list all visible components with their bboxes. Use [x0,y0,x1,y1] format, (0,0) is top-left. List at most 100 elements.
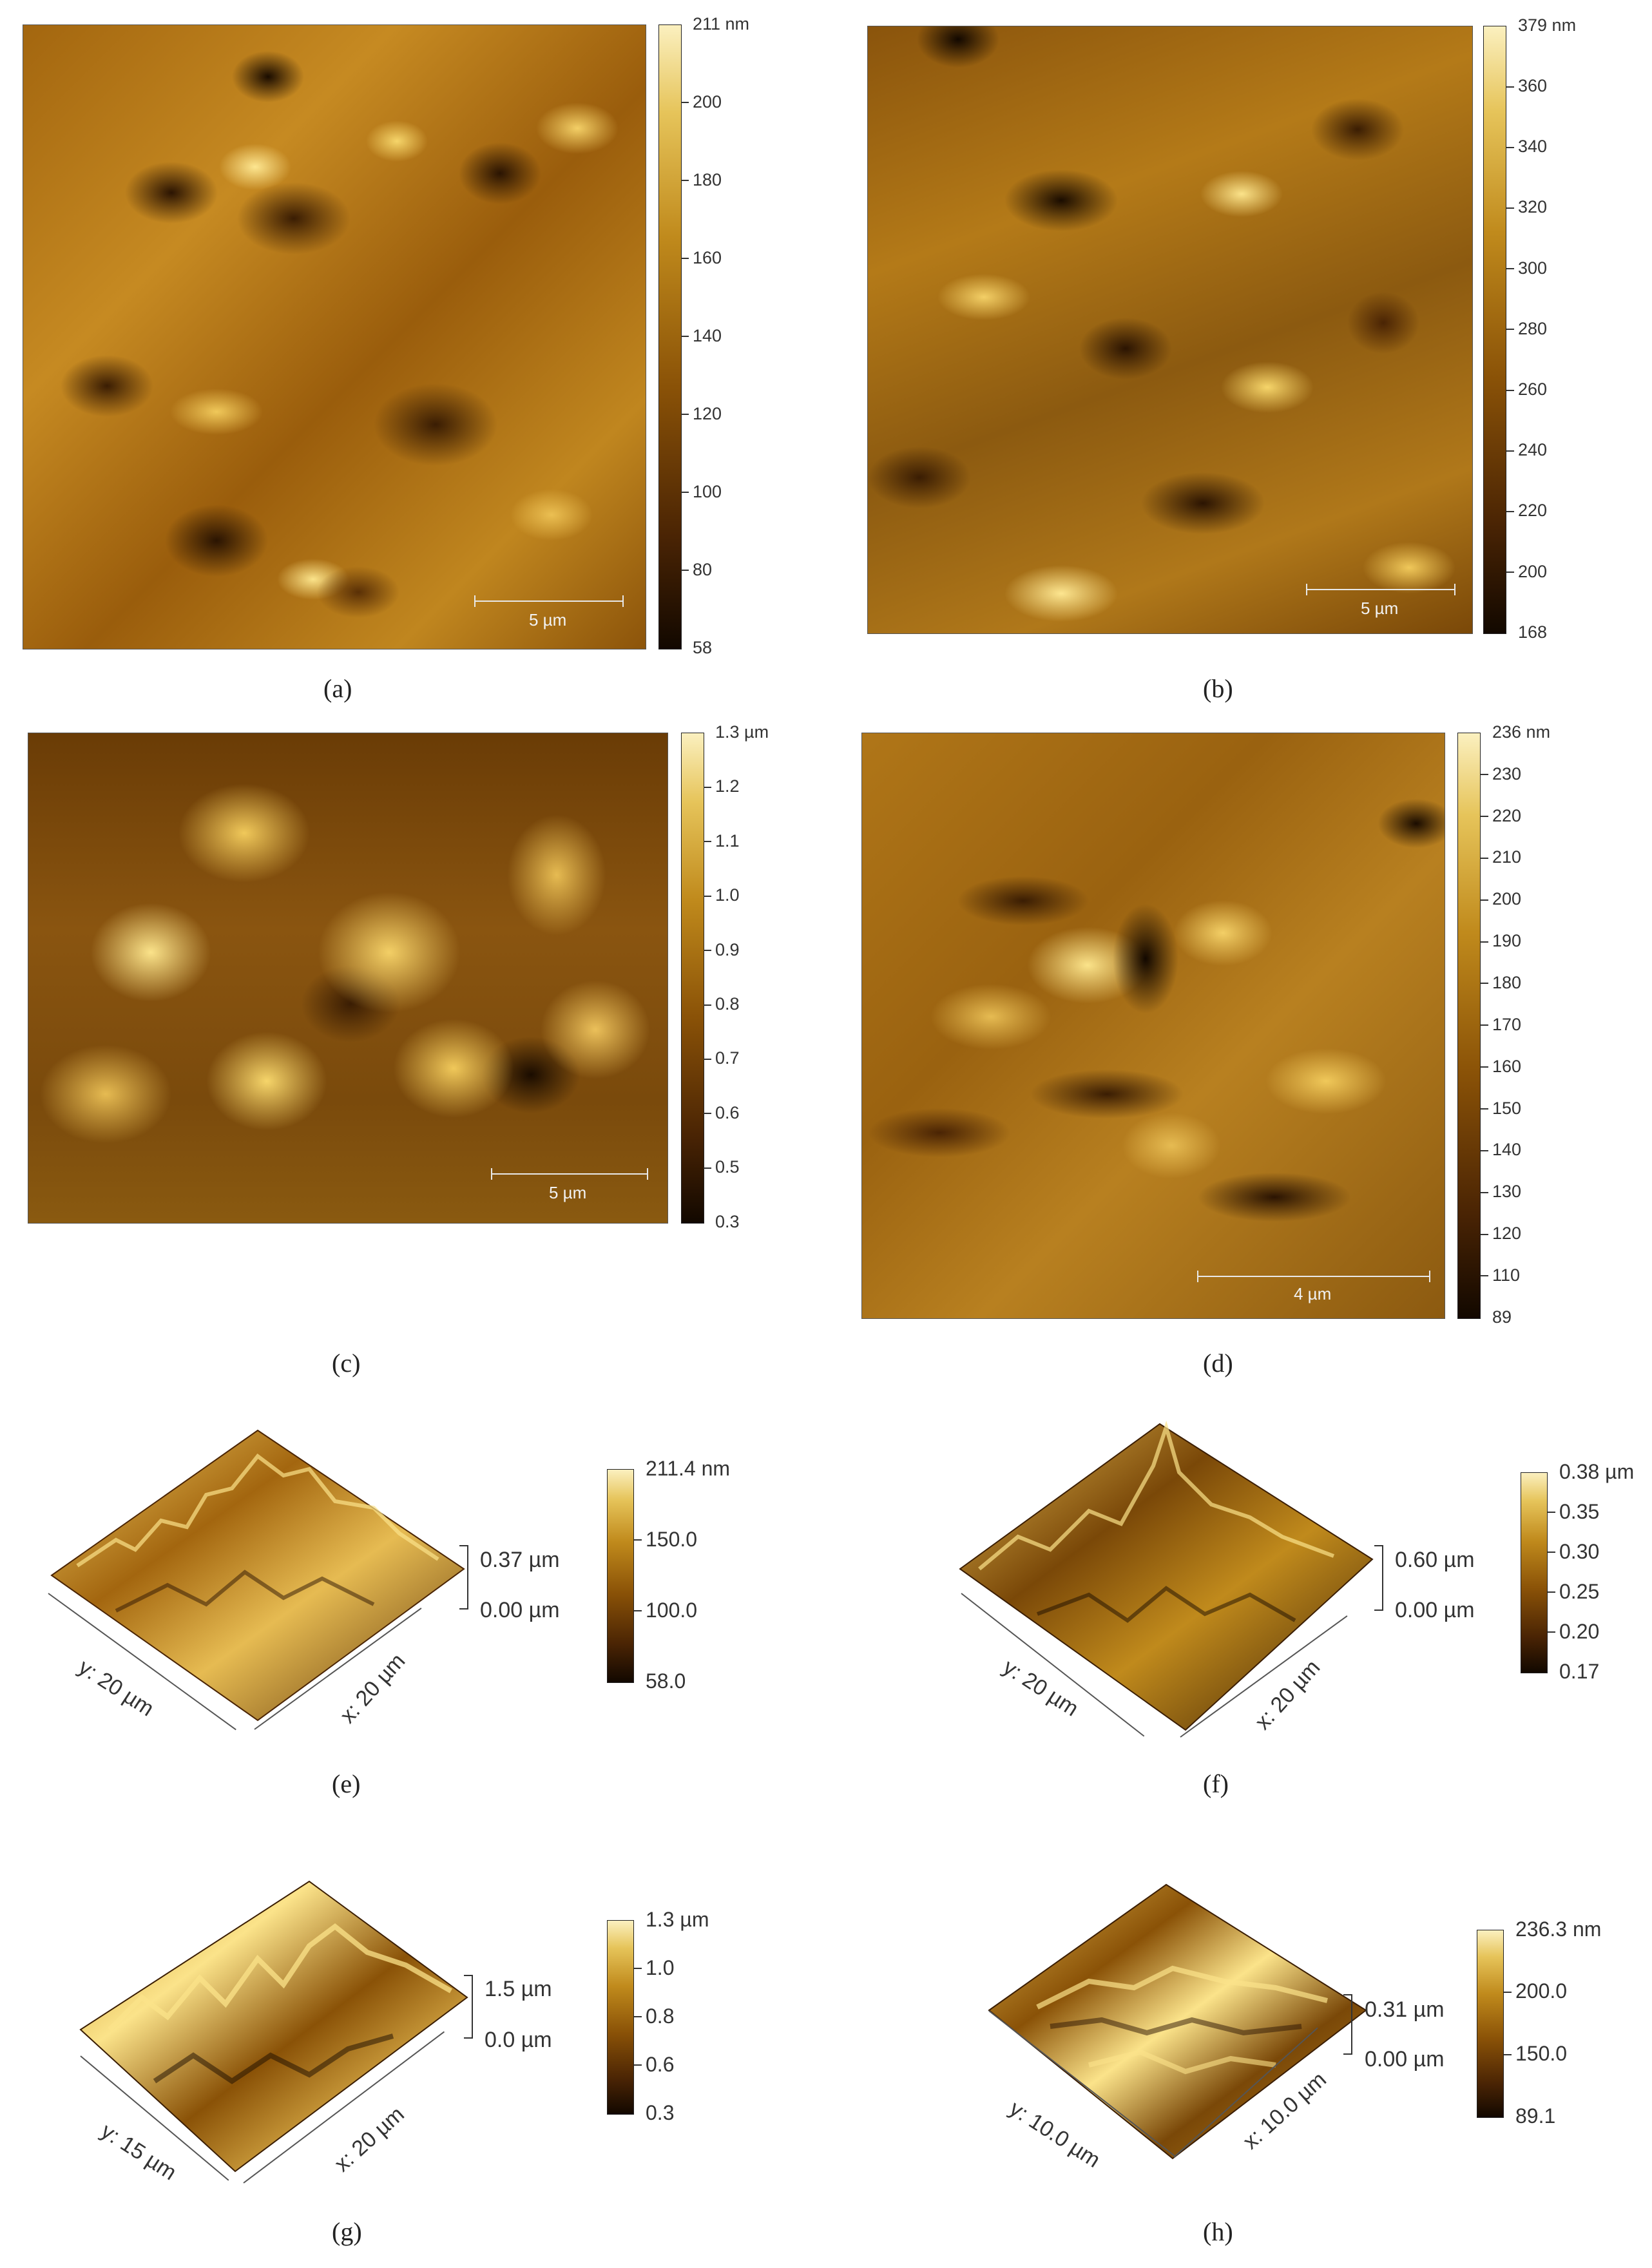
caption-d: (d) [1203,1349,1233,1378]
colorbar-d-tick-8: 160 [1480,1056,1522,1076]
colorbar-f [1521,1472,1548,1673]
z-top-g: 1.5 µm [485,1977,552,2001]
colorbar-g-tick-0: 1.3 µm [646,1907,709,1931]
colorbar-c-tick-1: 1.2 [704,776,740,796]
colorbar-d-tick-4: 200 [1480,889,1522,909]
z-bracket-f [1374,1545,1383,1611]
afm-image-c: 5 µm [28,733,668,1224]
z-bracket-e [459,1545,468,1610]
scale-label-a: 5 µm [529,610,567,629]
colorbar-f-tick-5: 0.17 [1559,1659,1600,1683]
colorbar-c-tick-4: 0.9 [704,939,740,959]
caption-e: (e) [332,1769,361,1798]
colorbar-d-tick-12: 120 [1480,1224,1522,1244]
colorbar-a-tick-5: 120 [680,403,722,423]
scale-bar-c [491,1168,648,1180]
colorbar-g [607,1920,634,2115]
colorbar-a-tick-4: 140 [680,325,722,345]
colorbar-g-tick-4: 0.3 [646,2100,675,2124]
colorbar-b-tick-0: 379 nm [1518,15,1577,35]
z-top-e: 0.37 µm [480,1548,560,1572]
scale-bar-d [1197,1271,1430,1282]
colorbar-e-tick-1: 150.0 [633,1527,698,1551]
surface-g [79,1880,468,2173]
colorbar-d-tick-7: 170 [1480,1014,1522,1034]
colorbar-g-tick-1: 1.0 [633,1956,675,1979]
colorbar-c-tick-9: 0.3 [715,1211,740,1231]
colorbar-d-tick-13: 110 [1480,1265,1521,1285]
afm-image-a: 5 µm [23,24,646,649]
colorbar-b-tick-3: 320 [1506,197,1548,217]
colorbar-b-tick-9: 200 [1506,561,1548,581]
surface-3d-e [50,1429,465,1722]
colorbar-g-tick-3: 0.6 [633,2052,675,2076]
colorbar-c-tick-3: 1.0 [704,885,740,905]
colorbar-a-tick-7: 80 [680,559,713,579]
colorbar-h-tick-1: 200.0 [1503,1979,1568,2003]
scale-label-b: 5 µm [1361,599,1399,618]
colorbar-d-tick-10: 140 [1480,1140,1522,1160]
scale-label-d: 4 µm [1294,1284,1332,1303]
colorbar-c-tick-7: 0.6 [704,1102,740,1122]
colorbar-b-tick-8: 220 [1506,501,1548,521]
colorbar-f-tick-2: 0.30 [1547,1539,1600,1563]
z-bottom-g: 0.0 µm [485,2028,552,2052]
colorbar-d-tick-5: 190 [1480,931,1522,951]
colorbar-b-tick-5: 280 [1506,318,1548,338]
colorbar-a-tick-8: 58 [693,637,713,657]
colorbar-d-tick-14: 89 [1492,1307,1512,1327]
colorbar-a [658,24,682,649]
colorbar-d-tick-11: 130 [1480,1182,1522,1202]
colorbar-d-tick-2: 220 [1480,805,1522,825]
caption-h: (h) [1203,2217,1233,2246]
surface-3d-f [959,1420,1374,1731]
colorbar-e-tick-3: 58.0 [646,1669,686,1693]
afm-image-b: 5 µm [867,26,1473,634]
colorbar-h-tick-3: 89.1 [1515,2104,1556,2128]
surface-f [959,1423,1374,1731]
colorbar-b-tick-10: 168 [1518,622,1548,642]
z-bottom-e: 0.00 µm [480,1598,560,1622]
colorbar-c-tick-2: 1.1 [704,831,740,850]
colorbar-b-tick-1: 360 [1506,76,1548,95]
colorbar-c-tick-5: 0.8 [704,994,740,1014]
caption-a: (a) [323,674,352,703]
colorbar-h [1477,1930,1504,2118]
scale-bar-b [1306,584,1455,595]
colorbar-b-tick-4: 300 [1506,258,1548,278]
colorbar-e-tick-0: 211.4 nm [646,1456,731,1480]
colorbar-d-tick-0: 236 nm [1492,722,1551,742]
scale-bar-a [474,595,624,607]
surface-e [50,1429,465,1722]
colorbar-a-tick-0: 211 nm [693,14,750,34]
colorbar-d [1457,733,1481,1319]
scale-label-c: 5 µm [549,1183,587,1202]
colorbar-a-tick-2: 180 [680,169,722,189]
colorbar-f-tick-3: 0.25 [1547,1579,1600,1603]
colorbar-d-tick-3: 210 [1480,847,1522,867]
colorbar-h-tick-2: 150.0 [1503,2042,1568,2066]
colorbar-d-tick-9: 150 [1480,1098,1522,1118]
z-bottom-h: 0.00 µm [1365,2047,1445,2071]
colorbar-b-tick-6: 260 [1506,380,1548,399]
colorbar-h-tick-0: 236.3 nm [1515,1917,1602,1941]
colorbar-c [681,733,704,1224]
colorbar-b [1483,26,1506,634]
z-bottom-f: 0.00 µm [1395,1598,1475,1622]
colorbar-a-tick-6: 100 [680,481,722,501]
colorbar-b-tick-2: 340 [1506,137,1548,157]
caption-c: (c) [332,1349,361,1378]
colorbar-b-tick-7: 240 [1506,440,1548,460]
colorbar-g-tick-2: 0.8 [633,2004,675,2028]
colorbar-a-tick-1: 200 [680,91,722,111]
z-top-h: 0.31 µm [1365,1997,1445,2022]
caption-b: (b) [1203,674,1233,703]
colorbar-a-tick-3: 160 [680,247,722,267]
colorbar-f-tick-0: 0.38 µm [1559,1459,1635,1483]
colorbar-e-tick-2: 100.0 [633,1598,698,1622]
colorbar-e [607,1469,634,1683]
z-bracket-h [1343,1994,1352,2055]
z-top-f: 0.60 µm [1395,1548,1475,1572]
colorbar-c-tick-6: 0.7 [704,1048,740,1068]
colorbar-f-tick-4: 0.20 [1547,1619,1600,1643]
